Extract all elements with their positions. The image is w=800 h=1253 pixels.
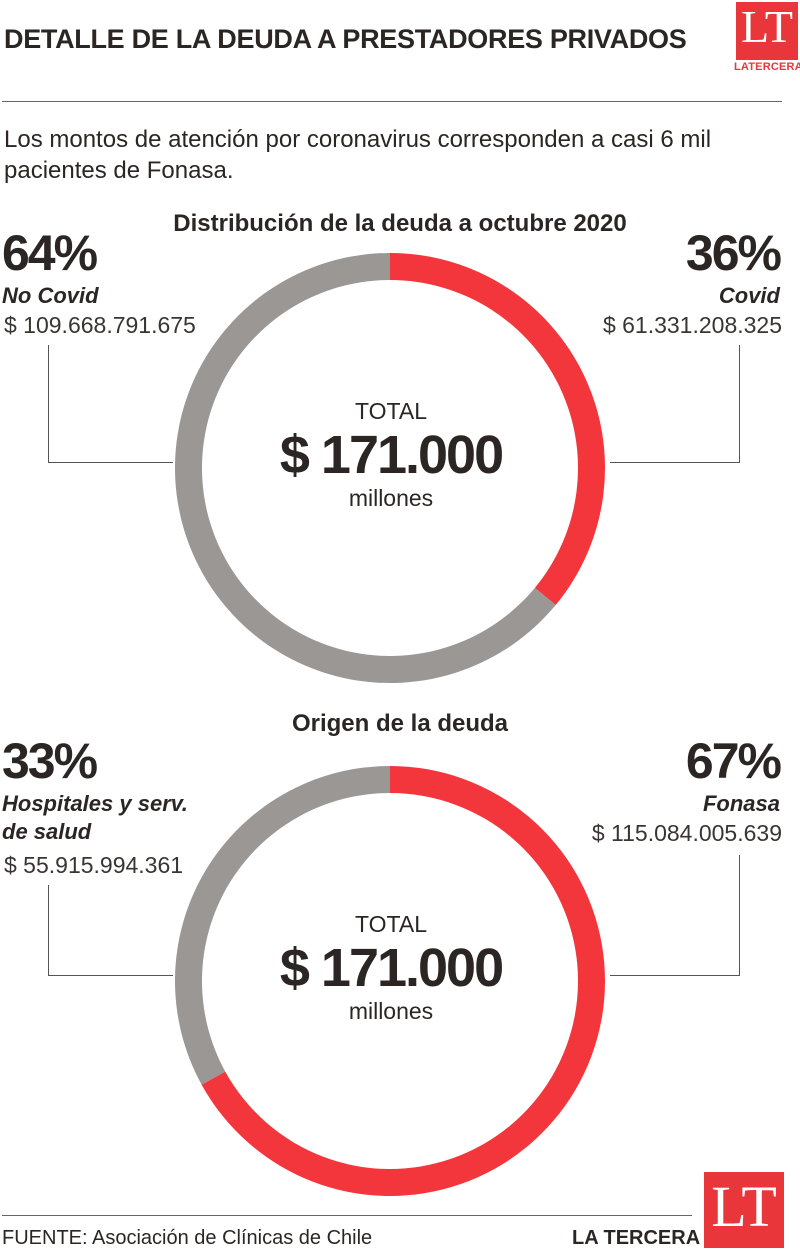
chart-1-center-label: TOTAL: [355, 398, 427, 424]
chart-1-slice-1-amount: $ 61.331.208.325: [602, 312, 782, 338]
chart-1-slice-2-name: No Covid: [2, 283, 99, 308]
chart-1-center-unit: millones: [348, 485, 434, 511]
chart-2-leader-right: [610, 855, 740, 976]
chart-1-slice-2-amount: $ 109.668.791.675: [4, 312, 196, 338]
page-title: DETALLE DE LA DEUDA A PRESTADORES PRIVAD…: [4, 24, 687, 54]
chart-2-slice-2-percent: 33%: [2, 733, 98, 789]
chart-1-slice-1-name: Covid: [718, 283, 780, 308]
chart-1-center-value: $ 171.000: [279, 425, 504, 485]
chart-1-slice-2-percent: 64%: [2, 225, 98, 281]
chart-2-donut: [175, 766, 606, 1196]
la-tercera-logo-footer: LT: [704, 1172, 784, 1248]
donut-slice-hospitales-y-serv-de-salud: [175, 766, 390, 1085]
donut-slice-no-covid: [174, 253, 556, 683]
source-note: FUENTE: Asociación de Clínicas de Chile: [2, 1227, 373, 1249]
chart-1-center: TOTAL $ 171.000 millones: [241, 398, 541, 512]
logo-caption: LATERCERA: [734, 61, 800, 73]
chart-1-title: Distribución de la deuda a octubre 2020: [173, 210, 627, 237]
chart-2-title: Origen de la deuda: [291, 710, 509, 737]
chart-1-leader-right: [610, 345, 740, 463]
header-divider: [2, 101, 782, 102]
chart-2-center-unit: millones: [348, 998, 434, 1024]
footer-logo-letters: LT: [711, 1174, 777, 1239]
chart-2-center-value: $ 171.000: [279, 938, 504, 998]
donut-slice-covid: [390, 253, 605, 606]
logo-letters: LT: [741, 1, 793, 52]
chart-1-donut: [174, 253, 605, 683]
chart-2-center-label: TOTAL: [355, 911, 427, 937]
chart-2-slice-2-amount: $ 55.915.994.361: [4, 852, 184, 878]
la-tercera-logo: LT: [736, 2, 798, 60]
subtitle: Los montos de atención por coronavirus c…: [4, 126, 712, 184]
footer-divider: [2, 1215, 692, 1216]
chart-2-slice-1-name: Fonasa: [702, 791, 780, 816]
brand-name: LA TERCERA: [572, 1227, 701, 1249]
chart-1-leader-left: [48, 345, 173, 463]
chart-1-slice-1-percent: 36%: [685, 225, 782, 281]
chart-2-leader-left: [48, 885, 173, 976]
chart-2-center: TOTAL $ 171.000 millones: [241, 911, 541, 1025]
chart-2-slice-2-name: Hospitales y serv. de salud: [2, 791, 188, 844]
chart-2-slice-1-amount: $ 115.084.005.639: [591, 820, 782, 846]
chart-2-slice-1-percent: 67%: [685, 733, 782, 789]
